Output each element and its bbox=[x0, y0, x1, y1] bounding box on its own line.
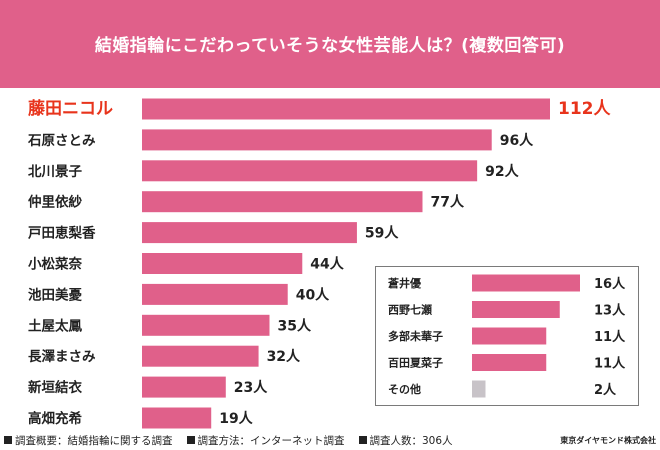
value-label: 11人 bbox=[594, 329, 626, 345]
category-label: 新垣結衣 bbox=[28, 379, 82, 396]
bar bbox=[142, 283, 288, 305]
bar bbox=[142, 253, 303, 274]
bar bbox=[472, 301, 560, 318]
value-label: 11人 bbox=[594, 356, 626, 372]
bullet-square-icon bbox=[186, 436, 195, 444]
category-label: 多部未華子 bbox=[388, 329, 443, 343]
value-label: 92人 bbox=[485, 163, 519, 180]
company-credit: 東京ダイヤモンド株式会社 bbox=[560, 435, 656, 445]
survey-method: 調査方法：インターネット調査 bbox=[197, 434, 345, 447]
category-label: 池田美憂 bbox=[28, 286, 82, 303]
category-label: 石原さとみ bbox=[27, 133, 96, 149]
category-label: その他 bbox=[388, 382, 421, 396]
value-label: 44人 bbox=[310, 256, 344, 273]
chart-header: 結婚指輪にこだわっていそうな女性芸能人は？(複数回答可) bbox=[0, 0, 660, 88]
category-label: 北川景子 bbox=[28, 164, 82, 180]
value-label: 32人 bbox=[267, 348, 301, 365]
bar bbox=[142, 129, 492, 151]
category-label: 長澤まさみ bbox=[28, 349, 96, 365]
bullet-square-icon bbox=[4, 436, 12, 444]
survey-footer: 調査概要：結婚指輪に関する調査 調査方法：インターネット調査 調査人数：306人… bbox=[4, 432, 656, 448]
survey-note: 調査概要：結婚指輪に関する調査 bbox=[4, 433, 173, 448]
bar bbox=[472, 380, 486, 398]
survey-count: 調査人数：306人 bbox=[369, 434, 453, 447]
bar bbox=[142, 345, 259, 367]
value-label: 40人 bbox=[296, 286, 330, 303]
bar bbox=[472, 274, 580, 292]
bar bbox=[142, 407, 212, 429]
chart-title: 結婚指輪にこだわっていそうな女性芸能人は？(複数回答可) bbox=[94, 35, 566, 56]
bar bbox=[142, 376, 226, 398]
category-label: 藤田ニコル bbox=[28, 99, 113, 119]
category-label: 土屋太鳳 bbox=[28, 317, 82, 334]
category-label: 高畑充希 bbox=[28, 410, 82, 427]
category-label: 戸田恵梨香 bbox=[28, 225, 96, 242]
value-label: 77人 bbox=[431, 194, 465, 211]
bar bbox=[472, 354, 547, 371]
value-label: 19人 bbox=[219, 410, 253, 427]
category-label: 仲里依紗 bbox=[28, 194, 82, 211]
value-label: 35人 bbox=[278, 317, 312, 334]
value-label: 112人 bbox=[558, 99, 611, 119]
bar bbox=[142, 314, 270, 336]
survey-note: 調査方法：インターネット調査 bbox=[186, 433, 345, 448]
value-label: 23人 bbox=[234, 379, 268, 396]
category-label: 蒼井優 bbox=[387, 276, 422, 290]
bar bbox=[142, 160, 478, 182]
bar bbox=[142, 98, 550, 120]
category-label: 小松菜奈 bbox=[28, 256, 82, 273]
inset-panel: 蒼井優 16人 西野七瀬 13人 多部未華子 11人 百田夏菜子 11人 その他 2人 bbox=[375, 266, 639, 406]
value-label: 96人 bbox=[500, 132, 534, 149]
bar bbox=[142, 191, 423, 213]
survey-note: 調査人数：306人 bbox=[358, 433, 453, 448]
bar bbox=[472, 327, 547, 345]
value-label: 16人 bbox=[594, 276, 626, 292]
bar bbox=[142, 222, 357, 244]
value-label: 59人 bbox=[365, 225, 399, 242]
value-label: 2人 bbox=[594, 382, 617, 398]
value-label: 13人 bbox=[594, 303, 626, 319]
bullet-square-icon bbox=[358, 436, 367, 444]
category-label: 西野七瀬 bbox=[388, 303, 432, 317]
survey-summary: 調査概要：結婚指輪に関する調査 bbox=[15, 434, 173, 447]
category-label: 百田夏菜子 bbox=[388, 356, 443, 370]
